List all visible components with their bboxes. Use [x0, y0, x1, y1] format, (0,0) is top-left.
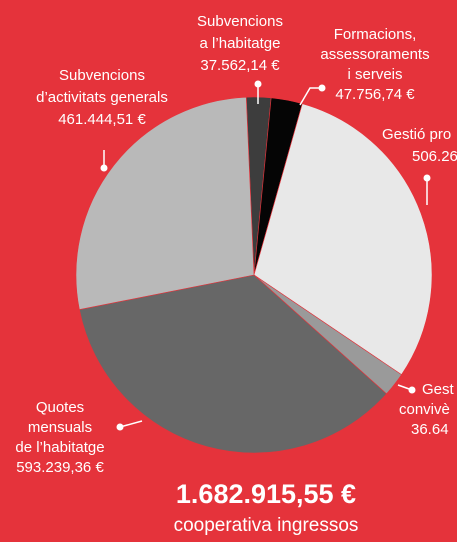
leader-dot [100, 164, 108, 172]
leaders [100, 80, 431, 431]
leader-line [119, 420, 143, 428]
slice-label: i serveis [347, 66, 402, 83]
value-label: 47.756,74 € [335, 86, 415, 103]
value-label: 506.268 [412, 148, 457, 165]
leader-dot [254, 80, 262, 88]
subtitle: cooperativa ingressos [174, 515, 359, 536]
slice-label: Quotes [36, 399, 84, 416]
value-label: 593.239,36 € [16, 459, 104, 476]
value-label: 461.444,51 € [58, 111, 146, 128]
total-title: 1.682.915,55 € [176, 479, 356, 509]
slice-label: Gest [422, 381, 455, 398]
leader-dot [116, 423, 124, 431]
value-label: 36.64 [411, 421, 449, 438]
slice-label: de l’habitatge [15, 439, 104, 456]
pie [75, 96, 433, 454]
slice-label: Subvencions [197, 13, 283, 30]
slice-label: d’activitats generals [36, 89, 168, 106]
slice-label: Gestió pro [382, 126, 451, 143]
slice-label: assessoraments [320, 46, 429, 63]
slice-label: Subvencions [59, 67, 145, 84]
pie-slice [79, 274, 387, 454]
leader-dot [408, 386, 416, 394]
leader-line [299, 87, 322, 106]
value-label: 37.562,14 € [200, 57, 280, 74]
slice-label: convivè [399, 401, 450, 418]
slice-label: mensuals [28, 419, 92, 436]
leader-dot [318, 84, 326, 92]
slice-label: a l’habitatge [200, 35, 281, 52]
leader-dot [423, 174, 431, 182]
pie-slice [75, 96, 255, 310]
slice-label: Formacions, [334, 26, 417, 43]
pie-slice [253, 103, 433, 376]
